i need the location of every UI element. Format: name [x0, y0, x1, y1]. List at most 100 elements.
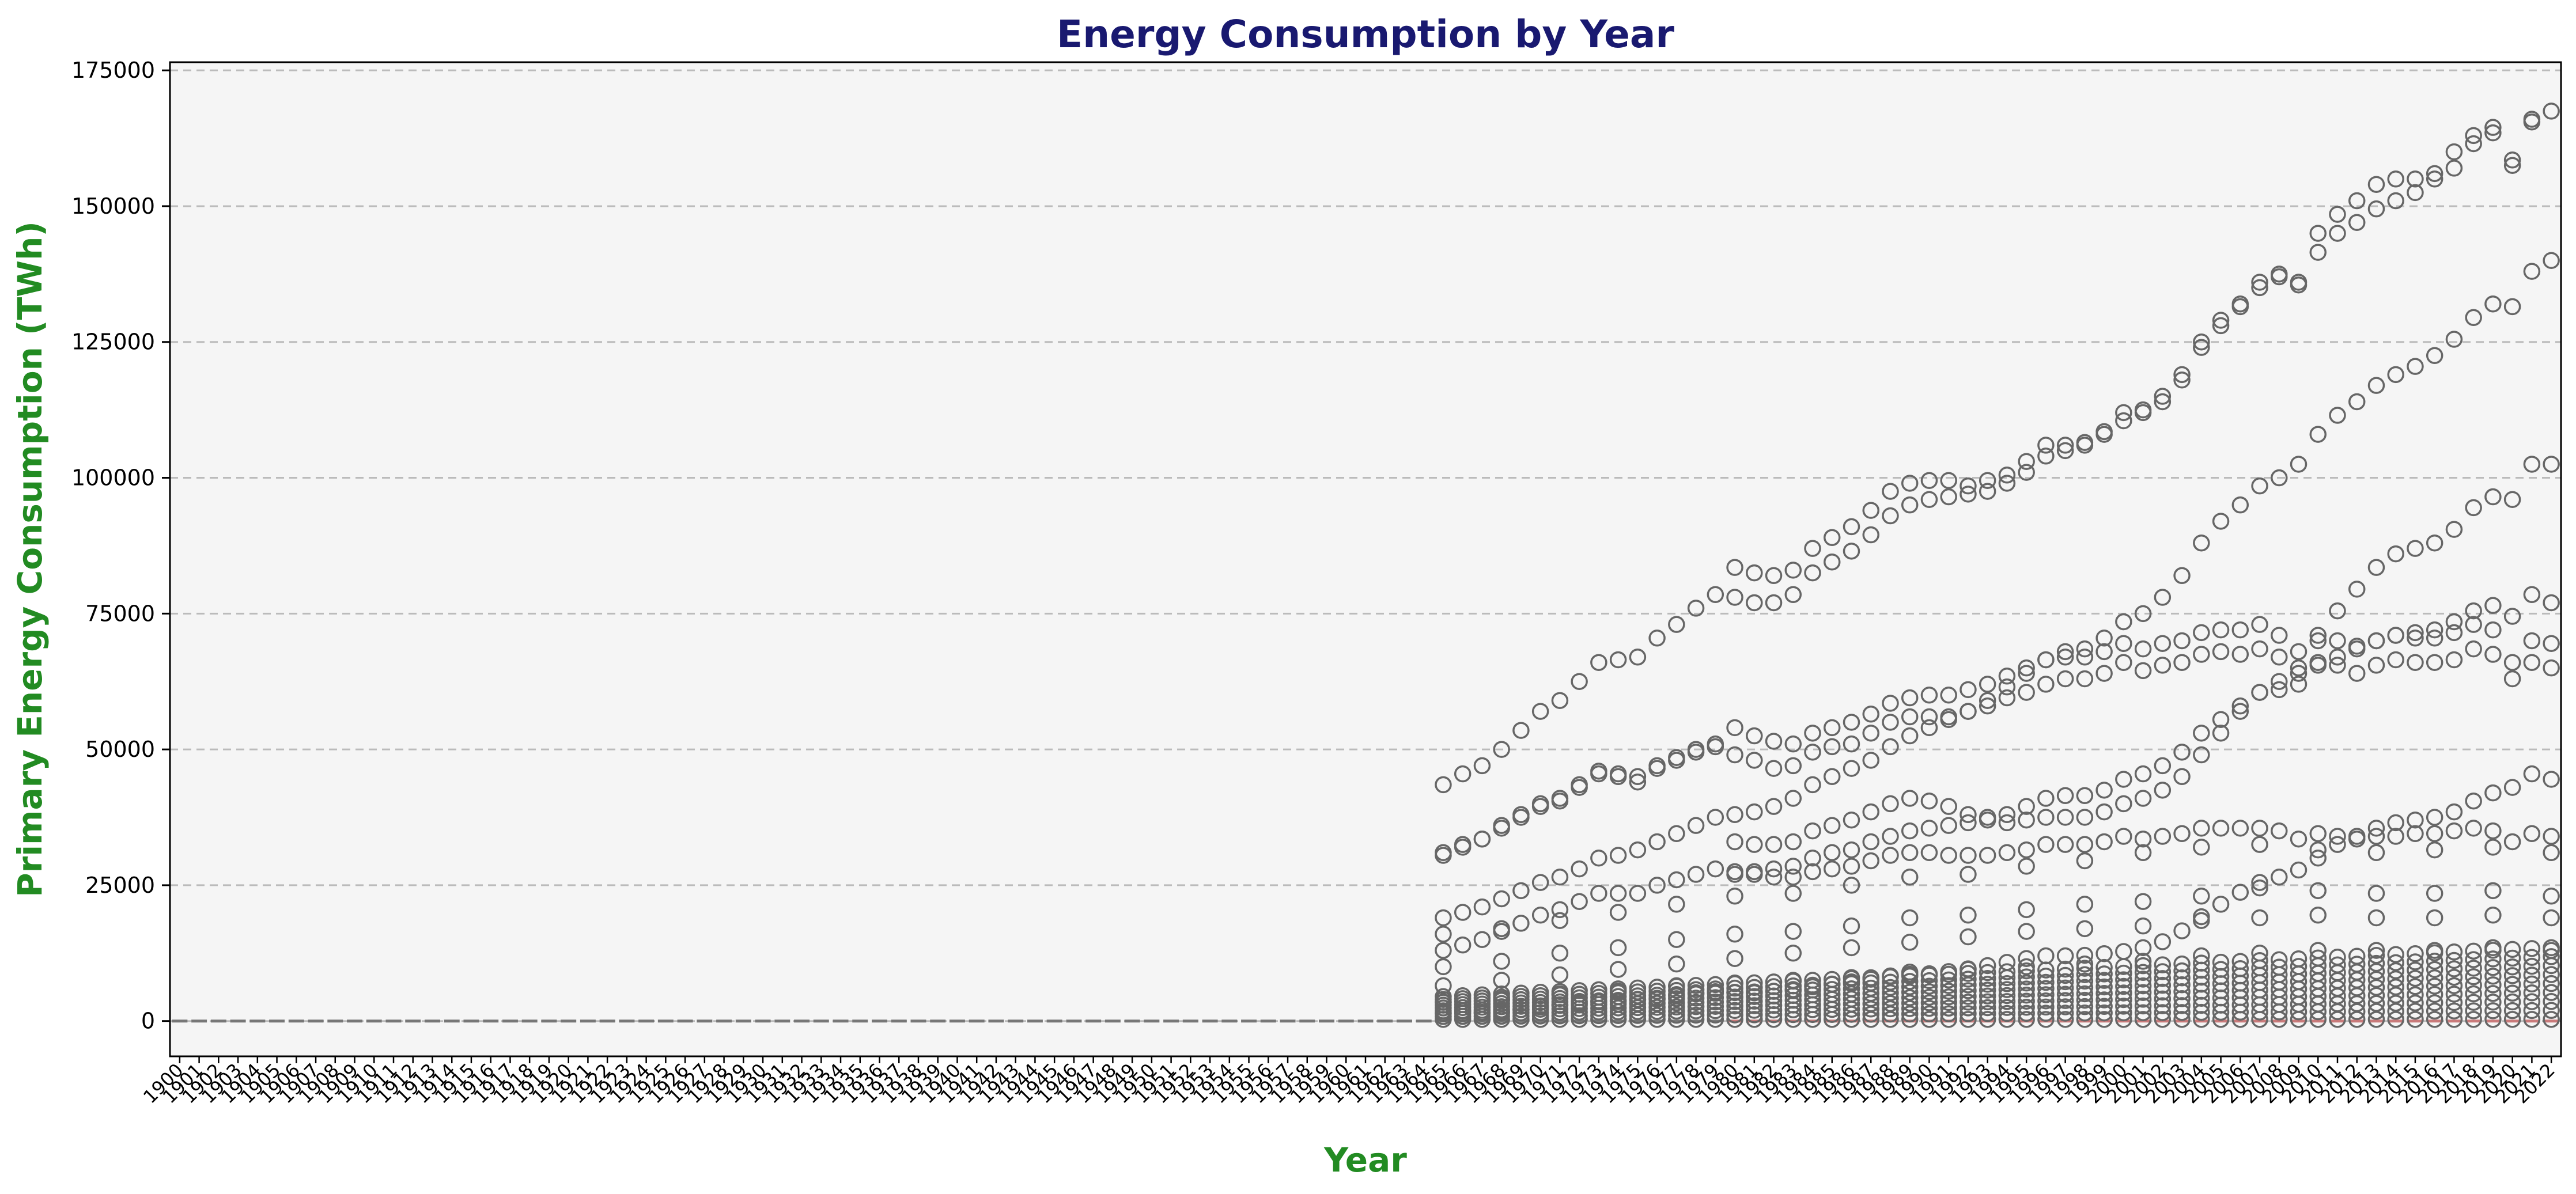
outlier-point	[1609, 885, 1627, 902]
outlier-point	[2407, 170, 2424, 188]
outlier-point	[2056, 836, 2074, 853]
outlier-point	[2543, 888, 2560, 905]
outlier-point	[1998, 987, 2016, 1005]
outlier-point	[1940, 977, 1957, 994]
outlier-point	[1784, 869, 1802, 886]
outlier-point	[1435, 942, 1452, 959]
outlier-point	[2407, 994, 2424, 1012]
outlier-point	[2426, 165, 2443, 183]
outlier-point	[2309, 627, 2327, 644]
outlier-point	[2367, 632, 2385, 650]
outlier-point	[1940, 971, 1957, 989]
outlier-point	[2212, 312, 2230, 329]
outlier-point	[2271, 673, 2288, 690]
outlier-point	[2056, 992, 2074, 1009]
outlier-point	[2076, 966, 2094, 983]
outlier-point	[1707, 586, 1724, 604]
outlier-point	[1726, 589, 1743, 606]
outlier-point	[2076, 1011, 2094, 1028]
outlier-point	[1435, 776, 1452, 794]
outlier-point	[2018, 986, 2035, 1004]
outlier-point	[1435, 909, 1452, 927]
outlier-point	[1784, 586, 1802, 604]
outlier-point	[1979, 1011, 1996, 1028]
outlier-point	[2056, 979, 2074, 997]
outlier-point	[2543, 844, 2560, 862]
outlier-point	[2484, 968, 2502, 985]
outlier-point	[2212, 725, 2230, 742]
outlier-point	[2407, 358, 2424, 375]
outlier-point	[2484, 124, 2502, 142]
outlier-point	[2018, 992, 2035, 1010]
outlier-point	[1862, 833, 1879, 851]
outlier-point	[2037, 980, 2055, 998]
outlier-point	[2465, 499, 2482, 517]
outlier-point	[2173, 962, 2191, 980]
outlier-point	[2115, 795, 2132, 813]
outlier-point	[1687, 1011, 1705, 1028]
outlier-point	[1687, 866, 1705, 883]
outlier-point	[1979, 1005, 1996, 1022]
outlier-point	[2076, 946, 2094, 964]
outlier-point	[1901, 496, 1919, 514]
outlier-point	[2543, 771, 2560, 788]
outlier-point	[1551, 966, 1569, 984]
outlier-point	[2426, 841, 2443, 859]
outlier-point	[2387, 954, 2404, 972]
outlier-point	[2367, 909, 2385, 927]
outlier-point	[1454, 936, 1472, 954]
outlier-point	[2523, 654, 2541, 671]
outlier-point	[1512, 806, 1530, 824]
outlier-point	[1668, 931, 1685, 948]
outlier-point	[2465, 960, 2482, 977]
outlier-point	[2134, 765, 2152, 783]
outlier-point	[2465, 792, 2482, 810]
outlier-point	[2095, 991, 2113, 1009]
outlier-point	[1862, 725, 1879, 742]
outlier-point	[2543, 635, 2560, 652]
outlier-point	[1920, 983, 1938, 1000]
outlier-point	[2426, 1011, 2443, 1028]
outlier-point	[2134, 893, 2152, 910]
outlier-point	[1454, 765, 1472, 783]
outlier-point	[1687, 817, 1705, 834]
outlier-point	[2465, 640, 2482, 658]
outlier-point	[1746, 836, 1763, 853]
outlier-point	[2271, 268, 2288, 286]
outlier-point	[1746, 594, 1763, 612]
outlier-point	[2076, 787, 2094, 805]
outlier-point	[2251, 874, 2268, 891]
outlier-point	[2115, 1011, 2132, 1028]
outlier-point	[2056, 649, 2074, 666]
outlier-point	[2154, 657, 2172, 674]
outlier-point	[2348, 192, 2366, 210]
outlier-point	[2426, 1002, 2443, 1020]
outlier-point	[1843, 714, 1860, 731]
outlier-point	[2407, 825, 2424, 843]
outlier-point	[1668, 994, 1685, 1011]
outlier-point	[1824, 860, 1841, 878]
outlier-point	[1571, 860, 1588, 878]
outlier-point	[2037, 809, 2055, 826]
outlier-point	[2367, 942, 2385, 959]
outlier-point	[2154, 635, 2172, 652]
outlier-point	[2367, 885, 2385, 902]
outlier-point	[1746, 1006, 1763, 1024]
outlier-point	[2543, 984, 2560, 1001]
outlier-point	[2290, 665, 2308, 682]
outlier-point	[2543, 948, 2560, 965]
outlier-point	[1998, 467, 2016, 484]
outlier-point	[2037, 437, 2055, 454]
outlier-point	[2426, 952, 2443, 970]
outlier-point	[2076, 649, 2094, 666]
outlier-point	[1531, 795, 1549, 813]
outlier-point	[1824, 719, 1841, 737]
outlier-point	[2484, 1002, 2502, 1019]
outlier-point	[1648, 1011, 1666, 1028]
outlier-point	[2154, 757, 2172, 775]
outlier-point	[1901, 708, 1919, 726]
outlier-point	[2426, 985, 2443, 1003]
outlier-point	[2543, 103, 2560, 120]
outlier-point	[1843, 543, 1860, 560]
outlier-point	[2329, 602, 2346, 620]
